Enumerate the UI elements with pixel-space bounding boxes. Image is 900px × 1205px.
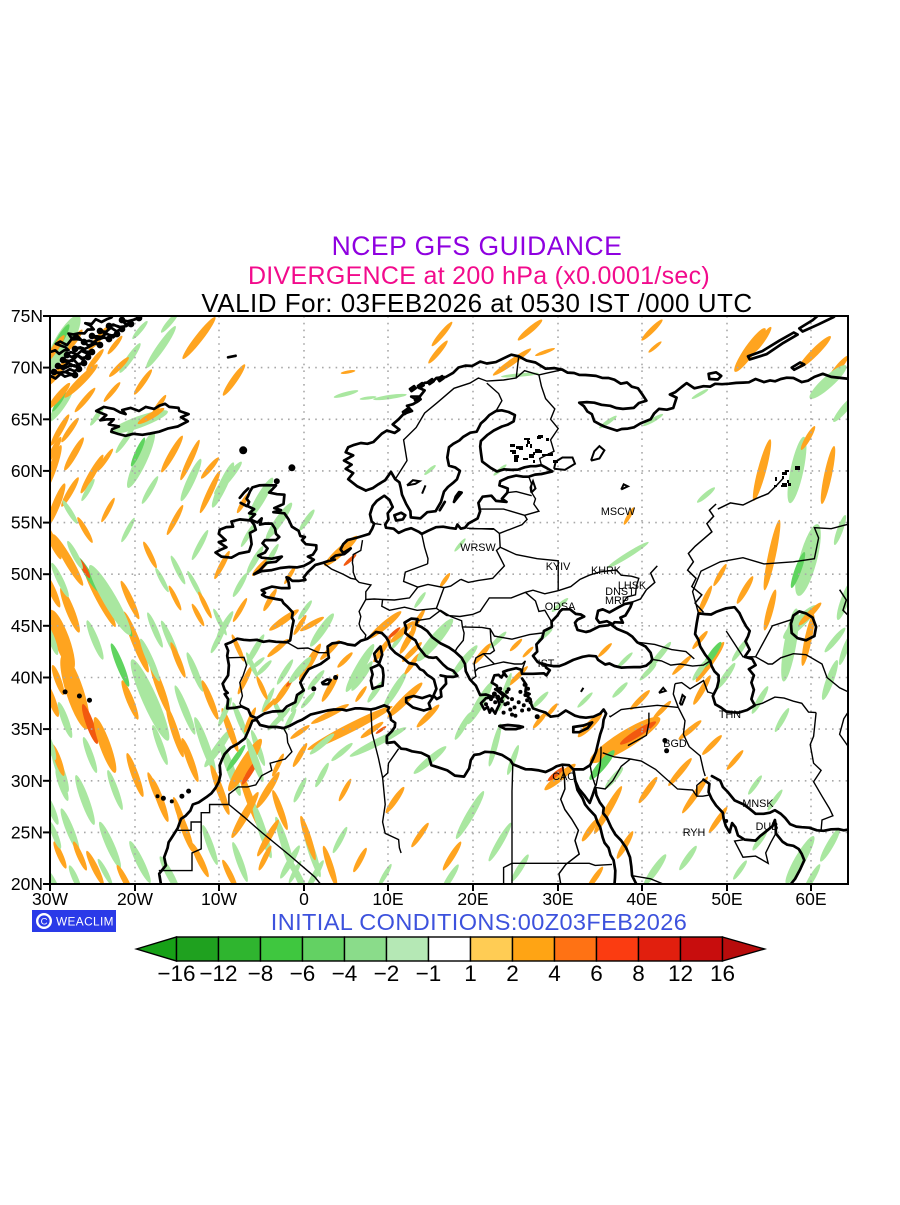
svg-text:50E: 50E xyxy=(711,889,742,909)
svg-text:6: 6 xyxy=(590,961,603,986)
svg-text:IST: IST xyxy=(538,658,555,670)
svg-text:KHRK: KHRK xyxy=(591,565,622,577)
svg-text:50N: 50N xyxy=(11,564,43,584)
svg-text:NCEP GFS GUIDANCE: NCEP GFS GUIDANCE xyxy=(332,231,623,261)
svg-text:8: 8 xyxy=(632,961,645,986)
svg-text:−6: −6 xyxy=(290,961,316,986)
svg-text:C: C xyxy=(41,917,48,928)
svg-text:0: 0 xyxy=(299,889,309,909)
svg-text:CAO: CAO xyxy=(552,771,575,783)
svg-text:16: 16 xyxy=(710,961,735,986)
svg-text:DUB: DUB xyxy=(756,821,779,833)
svg-text:THN: THN xyxy=(719,709,741,721)
svg-text:10E: 10E xyxy=(372,889,403,909)
svg-text:−16: −16 xyxy=(157,961,195,986)
svg-text:40E: 40E xyxy=(626,889,657,909)
svg-text:INITIAL CONDITIONS:00Z03FEB202: INITIAL CONDITIONS:00Z03FEB2026 xyxy=(271,909,687,935)
svg-text:1: 1 xyxy=(464,961,477,986)
svg-text:−4: −4 xyxy=(332,961,358,986)
svg-text:2: 2 xyxy=(506,961,519,986)
svg-text:4: 4 xyxy=(548,961,561,986)
svg-text:KYIV: KYIV xyxy=(546,561,571,573)
svg-text:DIVERGENCE at 200 hPa (x0.0001: DIVERGENCE at 200 hPa (x0.0001/sec) xyxy=(248,262,710,290)
svg-text:45N: 45N xyxy=(11,616,43,636)
svg-text:VALID For: 03FEB2026 at 0530 I: VALID For: 03FEB2026 at 0530 IST /000 UT… xyxy=(201,288,752,318)
svg-text:DNST: DNST xyxy=(605,586,635,598)
svg-text:ODSA: ODSA xyxy=(545,601,576,613)
svg-text:MRP: MRP xyxy=(605,595,629,607)
svg-text:20E: 20E xyxy=(457,889,488,909)
svg-text:BGD: BGD xyxy=(663,738,687,750)
svg-text:35N: 35N xyxy=(11,719,43,739)
svg-text:65N: 65N xyxy=(11,409,43,429)
svg-text:30E: 30E xyxy=(542,889,573,909)
svg-text:75N: 75N xyxy=(11,306,43,326)
svg-text:MSCW: MSCW xyxy=(601,506,636,518)
svg-text:−12: −12 xyxy=(199,961,237,986)
svg-text:MNSK: MNSK xyxy=(742,798,774,810)
svg-text:WEACLIM: WEACLIM xyxy=(56,915,114,929)
svg-text:30W: 30W xyxy=(32,889,68,909)
svg-text:10W: 10W xyxy=(201,889,237,909)
svg-text:60E: 60E xyxy=(795,889,826,909)
svg-text:30N: 30N xyxy=(11,771,43,791)
svg-text:12: 12 xyxy=(668,961,693,986)
svg-text:−1: −1 xyxy=(416,961,442,986)
svg-text:20N: 20N xyxy=(11,874,43,894)
svg-text:RYH: RYH xyxy=(683,827,706,839)
svg-text:70N: 70N xyxy=(11,358,43,378)
svg-text:60N: 60N xyxy=(11,461,43,481)
svg-text:LHSK: LHSK xyxy=(618,580,647,592)
svg-text:55N: 55N xyxy=(11,513,43,533)
svg-text:−8: −8 xyxy=(248,961,274,986)
svg-text:20W: 20W xyxy=(117,889,153,909)
svg-text:−2: −2 xyxy=(374,961,400,986)
svg-text:40N: 40N xyxy=(11,668,43,688)
svg-text:25N: 25N xyxy=(11,822,43,842)
svg-text:WRSW: WRSW xyxy=(460,542,496,554)
